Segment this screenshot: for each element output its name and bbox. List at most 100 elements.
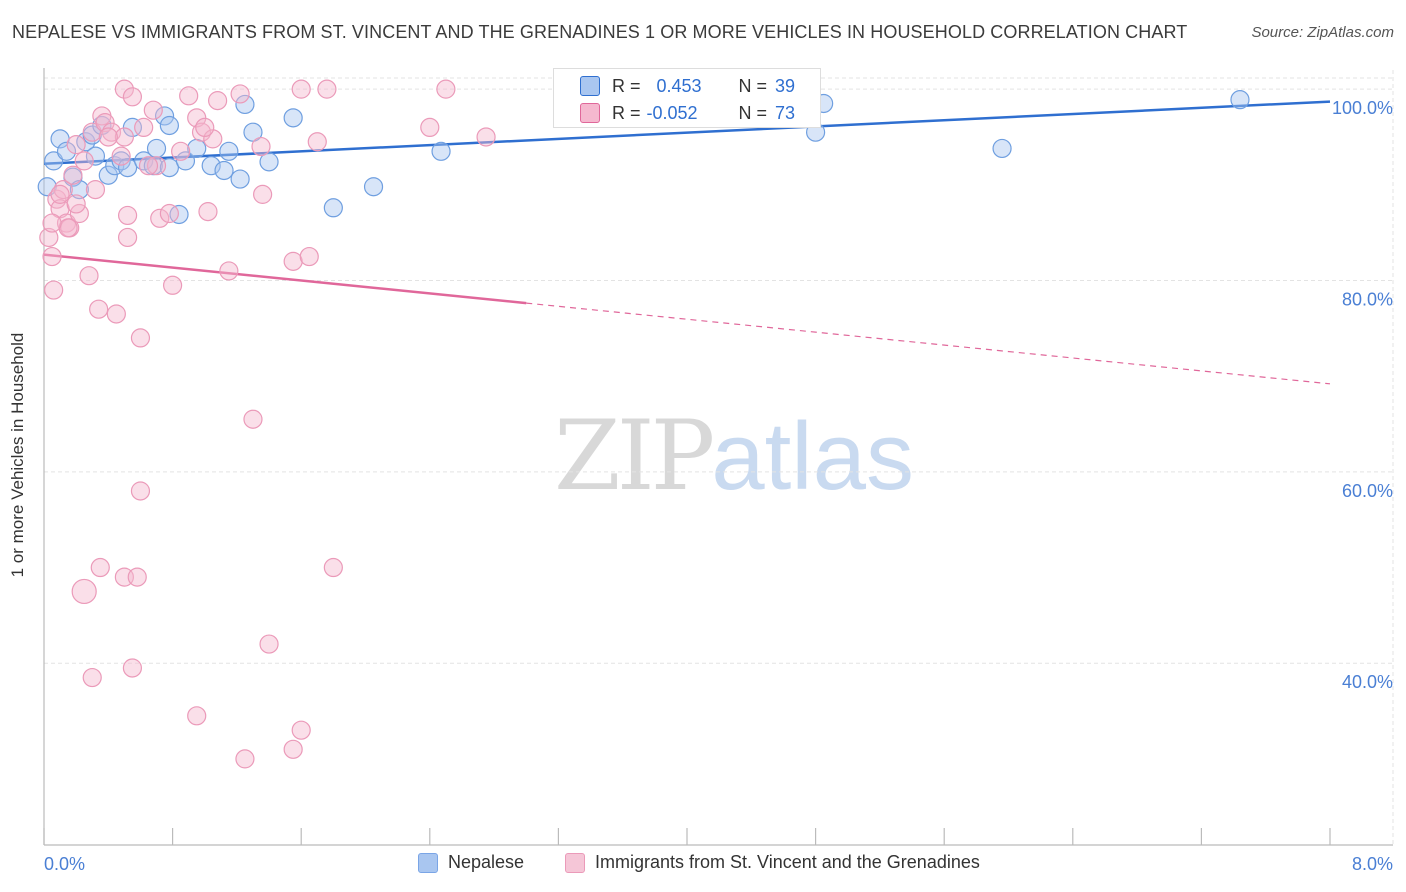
immigrant-point — [106, 304, 126, 324]
nepalese-point — [56, 141, 77, 161]
r-label: R = — [612, 102, 641, 123]
immigrant-point — [159, 203, 179, 224]
r-value: -0.052 — [646, 102, 698, 123]
nepalese-point — [201, 156, 221, 176]
y-tick-label: 80.0% — [1342, 289, 1393, 309]
watermark-zip: ZIP — [554, 400, 715, 512]
immigrant-point — [114, 127, 134, 147]
immigrant-point — [253, 184, 273, 204]
nepalese-point — [98, 165, 118, 185]
nepalese-point — [283, 108, 303, 128]
immigrant-point — [187, 108, 207, 128]
watermark-atlas: atlas — [711, 403, 914, 510]
immigrant-point — [98, 127, 118, 147]
immigrant-point — [130, 328, 151, 348]
nepalese-point — [219, 141, 239, 161]
n-label: N = — [738, 75, 768, 96]
immigrant-point — [74, 151, 94, 171]
immigrant-point — [179, 86, 199, 106]
immigrant-point — [58, 218, 78, 238]
immigrant-point — [117, 227, 138, 248]
n-label: N = — [738, 102, 768, 123]
blue-swatch — [580, 76, 600, 96]
nepalese-point — [363, 177, 384, 197]
immigrant-point — [195, 117, 215, 138]
watermark: ZIPatlas — [554, 400, 914, 512]
immigrant-point — [42, 246, 62, 267]
immigrant-point — [71, 578, 97, 605]
immigrant-point — [307, 132, 327, 152]
nepalese-point — [169, 204, 189, 225]
immigrant-point — [146, 156, 167, 176]
immigrant-point — [187, 706, 207, 726]
nepalese-point — [214, 160, 234, 181]
immigrant-point — [122, 658, 143, 678]
immigrant-point — [79, 266, 99, 286]
legend-item-immigrants: Immigrants from St. Vincent and the Gren… — [565, 852, 980, 873]
immigrant-point — [198, 202, 218, 222]
nepalese-point — [431, 141, 451, 161]
immigrant-point — [122, 87, 143, 107]
stats-legend-box: R = 0.453 N = 39 R = -0.052 N = 73 — [553, 68, 821, 128]
immigrant-point — [299, 246, 319, 267]
immigrant-trend-extension — [526, 302, 1331, 385]
y-tick-label: 60.0% — [1342, 481, 1393, 501]
immigrant-point — [259, 634, 279, 654]
immigrant-point — [208, 91, 228, 111]
immigrant-point — [42, 213, 62, 233]
immigrant-point — [150, 208, 170, 228]
r-label: R = — [612, 75, 641, 96]
immigrant-point — [39, 227, 59, 248]
immigrant-point — [95, 113, 115, 133]
nepalese-point — [243, 122, 263, 142]
nepalese-point — [187, 138, 207, 159]
immigrant-point — [291, 720, 311, 740]
immigrant-point — [63, 165, 83, 185]
immigrant-point — [111, 146, 131, 166]
nepalese-point — [69, 179, 89, 200]
immigrant-point — [66, 135, 86, 155]
nepalese-point — [146, 138, 167, 159]
nepalese-point — [154, 106, 175, 126]
chart-source: Source: ZipAtlas.com — [1251, 24, 1394, 41]
legend-label: Nepalese — [448, 852, 525, 872]
immigrant-point — [163, 275, 183, 295]
nepalese-point — [1230, 90, 1250, 110]
immigrant-point — [143, 100, 163, 120]
n-value: 39 — [775, 75, 796, 96]
immigrant-point — [283, 739, 303, 759]
immigrant-point — [171, 141, 191, 161]
immigrant-point — [130, 481, 151, 501]
blue-swatch — [418, 852, 438, 873]
nepalese-point — [235, 94, 255, 115]
immigrant-point — [82, 667, 102, 688]
pink-swatch — [565, 852, 585, 873]
immigrant-point — [85, 179, 106, 200]
immigrant-point — [203, 129, 223, 149]
nepalese-point — [117, 157, 138, 178]
immigrant-point — [114, 79, 134, 99]
n-value: 73 — [775, 102, 796, 123]
immigrant-point — [476, 127, 496, 147]
immigrant-point — [436, 79, 456, 99]
chart-title: NEPALESE VS IMMIGRANTS FROM ST. VINCENT … — [12, 22, 1188, 42]
immigrant-point — [235, 749, 255, 769]
r-value: 0.453 — [656, 75, 702, 96]
y-tick-label: 40.0% — [1342, 672, 1393, 692]
stats-row-nepalese: R = 0.453 N = 39 — [554, 73, 795, 99]
immigrant-point — [291, 79, 311, 99]
immigrant-point — [89, 299, 109, 319]
immigrant-point — [283, 251, 303, 271]
x-tick-labels: 0.0% 8.0% — [44, 854, 1393, 874]
axes — [43, 68, 1393, 846]
immigrant-point — [117, 205, 138, 226]
immigrant-point — [323, 557, 343, 578]
nepalese-point — [175, 151, 196, 171]
nepalese-trend-line — [43, 100, 1331, 166]
nepalese-point — [259, 152, 279, 172]
immigrant-point — [317, 79, 337, 99]
nepalese-point — [992, 138, 1012, 159]
data-points — [37, 79, 1250, 769]
nepalese-point — [85, 146, 106, 166]
